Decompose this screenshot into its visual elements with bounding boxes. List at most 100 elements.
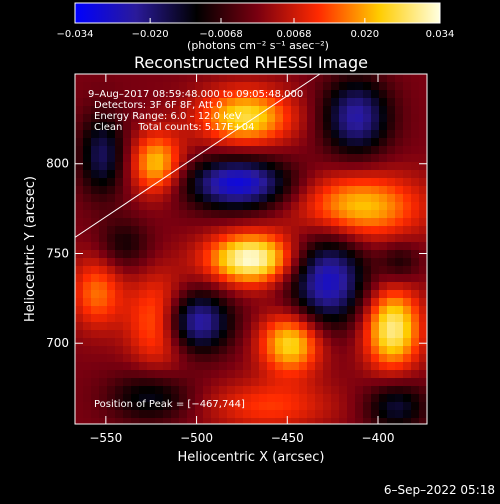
heatmap-cell xyxy=(419,346,427,354)
heatmap-cell xyxy=(243,410,251,418)
heatmap-cell xyxy=(299,354,307,362)
heatmap-cell xyxy=(275,218,283,226)
heatmap-cell xyxy=(211,386,219,394)
heatmap-cell xyxy=(347,138,355,146)
heatmap-cell xyxy=(203,178,211,186)
heatmap-cell xyxy=(387,354,395,362)
heatmap-cell xyxy=(235,306,243,314)
heatmap-cell xyxy=(171,106,179,114)
heatmap-cell xyxy=(275,138,283,146)
heatmap-cell xyxy=(315,130,323,138)
heatmap-cell xyxy=(91,322,99,330)
heatmap-cell xyxy=(283,274,291,282)
heatmap-cell xyxy=(171,122,179,130)
heatmap-cell xyxy=(99,298,107,306)
heatmap-cell xyxy=(75,234,83,242)
heatmap-cell xyxy=(139,138,147,146)
heatmap-cell xyxy=(355,330,363,338)
heatmap-cell xyxy=(251,282,259,290)
heatmap-cell xyxy=(83,226,91,234)
heatmap-cell xyxy=(291,138,299,146)
heatmap-cell xyxy=(403,378,411,386)
heatmap-cell xyxy=(171,154,179,162)
heatmap-cell xyxy=(411,346,419,354)
heatmap-cell xyxy=(83,402,91,410)
heatmap-cell xyxy=(379,234,387,242)
heatmap-cell xyxy=(75,298,83,306)
heatmap-cell xyxy=(331,194,339,202)
heatmap-cell xyxy=(203,394,211,402)
heatmap-cell xyxy=(315,314,323,322)
heatmap-cell xyxy=(355,274,363,282)
heatmap-cell xyxy=(411,410,419,418)
heatmap-cell xyxy=(275,402,283,410)
heatmap-cell xyxy=(211,202,219,210)
heatmap-cell xyxy=(83,386,91,394)
heatmap-cell xyxy=(171,170,179,178)
heatmap-cell xyxy=(195,250,203,258)
heatmap-cell xyxy=(83,234,91,242)
heatmap-cell xyxy=(107,82,115,90)
heatmap-cell xyxy=(315,250,323,258)
heatmap-cell xyxy=(275,194,283,202)
heatmap-cell xyxy=(323,314,331,322)
heatmap-cell xyxy=(331,418,339,424)
heatmap-cell xyxy=(291,202,299,210)
heatmap-cell xyxy=(147,90,155,98)
heatmap-cell xyxy=(283,146,291,154)
heatmap-cell xyxy=(123,242,131,250)
heatmap-cell xyxy=(331,74,339,82)
heatmap-cell xyxy=(339,386,347,394)
heatmap-cell xyxy=(83,250,91,258)
heatmap-cell xyxy=(347,250,355,258)
heatmap-cell xyxy=(323,74,331,82)
heatmap-cell xyxy=(195,346,203,354)
heatmap-cell xyxy=(339,362,347,370)
heatmap-cell xyxy=(347,346,355,354)
heatmap-cell xyxy=(83,394,91,402)
heatmap-cell xyxy=(227,418,235,424)
heatmap-cell xyxy=(403,266,411,274)
heatmap-cell xyxy=(355,362,363,370)
heatmap-cell xyxy=(171,162,179,170)
heatmap-cell xyxy=(299,274,307,282)
heatmap-cell xyxy=(227,210,235,218)
heatmap-cell xyxy=(195,330,203,338)
heatmap-cell xyxy=(419,378,427,386)
heatmap-cell xyxy=(387,274,395,282)
heatmap-cell xyxy=(123,98,131,106)
heatmap-cell xyxy=(187,338,195,346)
heatmap-cell xyxy=(75,106,83,114)
heatmap-cell xyxy=(171,386,179,394)
heatmap-cell xyxy=(187,194,195,202)
heatmap-cell xyxy=(331,162,339,170)
heatmap-cell xyxy=(99,138,107,146)
heatmap-cell xyxy=(419,170,427,178)
heatmap-cell xyxy=(115,218,123,226)
heatmap-cell xyxy=(387,194,395,202)
heatmap-cell xyxy=(371,314,379,322)
heatmap-cell xyxy=(339,274,347,282)
heatmap-cell xyxy=(243,146,251,154)
heatmap-cell xyxy=(299,346,307,354)
heatmap-cell xyxy=(371,394,379,402)
heatmap-cell xyxy=(339,378,347,386)
heatmap-cell xyxy=(331,138,339,146)
heatmap-cell xyxy=(163,258,171,266)
colorbar xyxy=(74,2,441,24)
heatmap-cell xyxy=(115,386,123,394)
heatmap-cell xyxy=(99,226,107,234)
heatmap-cell xyxy=(219,386,227,394)
heatmap-cell xyxy=(323,290,331,298)
heatmap-cell xyxy=(99,362,107,370)
heatmap-cell xyxy=(235,90,243,98)
heatmap-cell xyxy=(187,418,195,424)
heatmap-cell xyxy=(315,82,323,90)
heatmap-cell xyxy=(275,354,283,362)
heatmap-cell xyxy=(155,290,163,298)
heatmap-cell xyxy=(211,90,219,98)
heatmap-cell xyxy=(187,378,195,386)
heatmap-cell xyxy=(163,338,171,346)
heatmap-cell xyxy=(299,370,307,378)
heatmap-cell xyxy=(123,314,131,322)
